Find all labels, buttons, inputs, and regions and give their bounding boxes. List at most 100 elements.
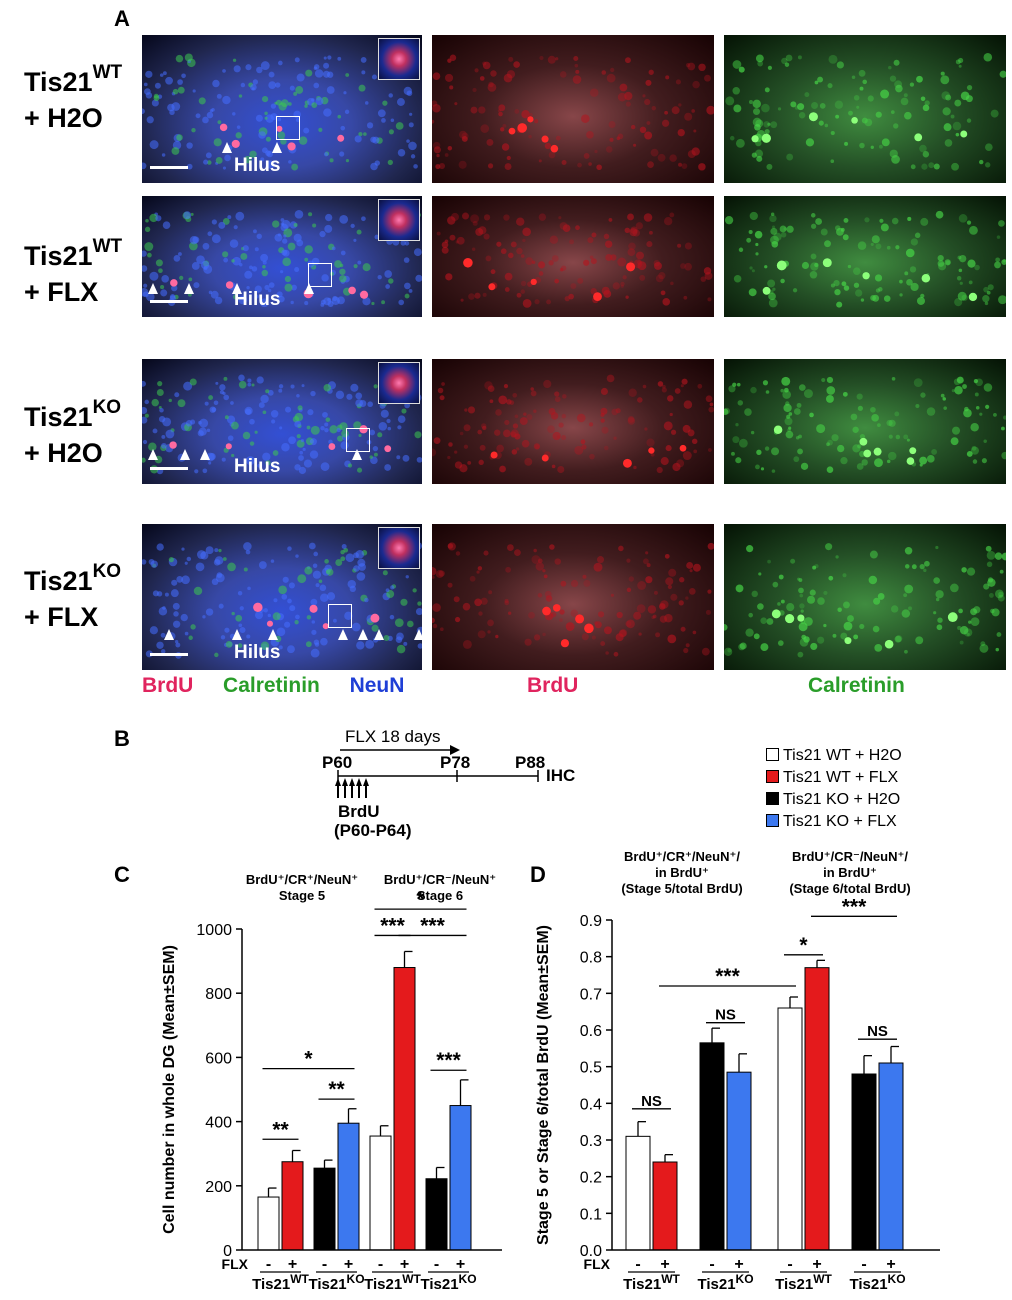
row-label-3: Tis21KO + H2O (24, 393, 121, 471)
bar-2-1 (369, 1135, 392, 1251)
legend-item: Tis21 WT + FLX (766, 768, 898, 788)
y-tick-label: 0 (223, 1243, 232, 1260)
micrograph-green-row2 (724, 196, 1006, 317)
bar-2-1 (777, 1007, 803, 1251)
micrograph-merged-row3: Hilus (142, 359, 422, 484)
genotype-sup: WT (92, 236, 123, 257)
legend-label: Tis21 WT + FLX (783, 769, 899, 786)
bar-2-2 (804, 967, 830, 1251)
genotype-sup: KO (736, 1272, 754, 1286)
y-tick-label: 0.1 (580, 1206, 602, 1223)
y-tick-label: 800 (205, 986, 232, 1003)
arrowhead-marker (352, 449, 362, 460)
treatment-label: + FLX (24, 277, 99, 307)
genotype-label: Tis21WT (364, 1272, 421, 1293)
arrowhead-marker (184, 283, 194, 295)
micrograph-green-row1 (724, 35, 1006, 183)
y-tick-label: 0.8 (580, 950, 602, 967)
hilus-label: Hilus (234, 155, 281, 176)
micrograph-red-row4 (432, 524, 714, 670)
micrograph-red-row2 (432, 196, 714, 317)
group-title-line: (Stage 5/total BrdU) (621, 881, 742, 896)
scale-bar (150, 467, 188, 470)
bar-1-1 (257, 1196, 280, 1251)
zoom-inset (378, 362, 420, 404)
micrograph-green-row3 (724, 359, 1006, 484)
group-title-line: Stage 5 (279, 888, 325, 903)
genotype-name: Tis21 (24, 566, 93, 596)
bar-1-1 (625, 1135, 651, 1251)
legend-item: Tis21 KO + H2O (766, 790, 900, 810)
flx-sign: - (322, 1256, 327, 1273)
legend-swatch (766, 792, 779, 805)
arrowhead-marker (180, 449, 190, 460)
significance-label: *** (842, 895, 867, 918)
genotype-name: Tis21 (775, 1276, 813, 1293)
y-tick-label: 0.0 (580, 1243, 602, 1260)
significance-label: *** (436, 1049, 461, 1072)
brdu-range-label: (P60-P64) (334, 821, 411, 840)
flx-sign: + (812, 1256, 821, 1273)
y-tick-label: 0.7 (580, 986, 602, 1003)
row-label-2: Tis21WT + FLX (24, 232, 122, 310)
significance-label: ** (272, 1118, 289, 1141)
flx-row-label: FLX (584, 1256, 611, 1272)
genotype-name: Tis21 (849, 1276, 887, 1293)
brdu-arrowhead (356, 778, 362, 786)
flx-sign: - (266, 1256, 271, 1273)
flx-sign: - (709, 1256, 714, 1273)
genotype-label: Tis21KO (849, 1272, 905, 1293)
bar-1-4 (726, 1071, 752, 1251)
group-title-line: BrdU⁺/CR⁺/NeuN⁺/ (624, 849, 740, 864)
panel-letter-d: D (530, 862, 546, 887)
arrowhead-marker (268, 629, 278, 641)
timepoint-p78: P78 (440, 753, 470, 772)
significance-label: ** (328, 1078, 345, 1101)
chart-d: 0.0 0.1 0.2 0.3 0.4 0.5 0.6 0.7 0.8 0.9 Stage 5 or… (535, 849, 940, 1293)
genotype-sup: WT (290, 1272, 309, 1286)
panel-letter-a: A (114, 6, 130, 31)
brdu-injection-arrows (335, 778, 369, 798)
bar-1-3 (699, 1042, 725, 1251)
genotype-sup: KO (347, 1272, 365, 1286)
legend-label: Tis21 KO + H2O (783, 791, 901, 808)
legend-swatch (766, 770, 779, 783)
flx-row-label: FLX (222, 1256, 249, 1272)
brdu-arrowhead (335, 778, 341, 786)
green-channel-label: Calretinin (808, 674, 905, 697)
scale-bar (150, 653, 188, 656)
brdu-arrowhead (342, 778, 348, 786)
group-title-line: BrdU⁺/CR⁻/NeuN⁺/ (792, 849, 908, 864)
significance-label: * (799, 934, 808, 957)
group-title-line: (Stage 6/total BrdU) (789, 881, 910, 896)
flx-sign: - (635, 1256, 640, 1273)
scale-bar (150, 300, 188, 303)
genotype-sup: WT (92, 62, 123, 83)
genotype-sup: WT (402, 1272, 421, 1286)
bar-1-3 (313, 1167, 336, 1251)
inset-source-box (328, 604, 352, 629)
panel-letter-c: C (114, 862, 130, 887)
genotype-sup: WT (813, 1272, 832, 1286)
genotype-name: Tis21 (420, 1276, 458, 1293)
zoom-inset (378, 527, 420, 569)
genotype-name: Tis21 (24, 67, 93, 97)
significance-label: *** (420, 914, 445, 937)
flx-sign: - (861, 1256, 866, 1273)
group-title-line: in BrdU⁺ (823, 865, 877, 880)
genotype-label: Tis21WT (623, 1272, 680, 1293)
arrowhead-marker (232, 283, 242, 295)
brdu-arrowhead (363, 778, 369, 786)
genotype-name: Tis21 (24, 402, 93, 432)
bar-2-3 (851, 1073, 877, 1251)
chart-c: 0 200 400 600 800 1000 Cell number in whole DG… (161, 872, 502, 1293)
genotype-name: Tis21 (697, 1276, 735, 1293)
zoom-inset (378, 38, 420, 80)
micrograph-green-row4 (724, 524, 1006, 670)
flx-duration-label: FLX 18 days (345, 727, 440, 746)
arrowhead-marker (374, 629, 384, 641)
micrograph-red-row1 (432, 35, 714, 183)
bar-2-3 (425, 1178, 448, 1251)
group-title-line: BrdU⁺/CR⁺/NeuN⁺ (246, 872, 358, 887)
legend-item: Tis21 KO + FLX (766, 812, 897, 832)
